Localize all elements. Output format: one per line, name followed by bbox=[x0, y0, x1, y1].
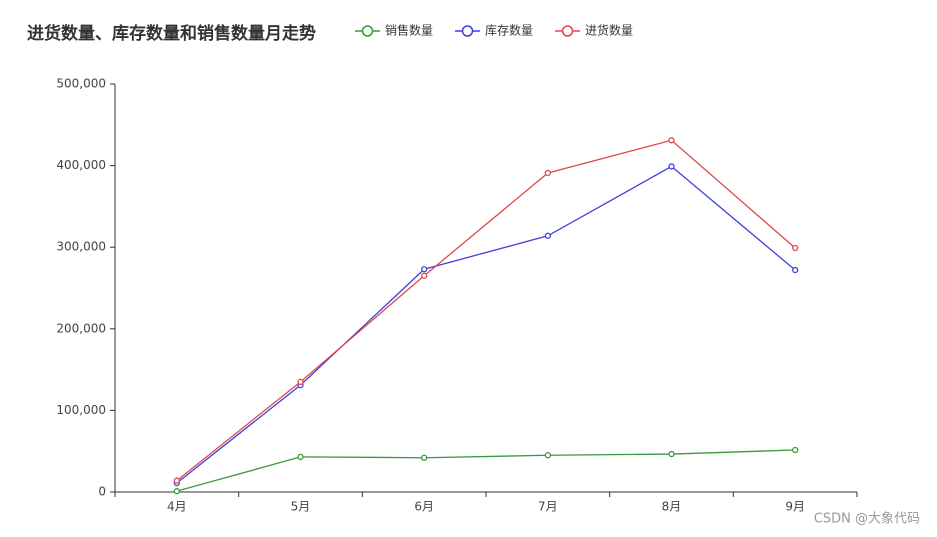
legend-label: 库存数量 bbox=[485, 23, 533, 38]
x-tick-label: 6月 bbox=[414, 500, 434, 514]
x-tick-label: 5月 bbox=[291, 500, 311, 514]
data-point bbox=[297, 453, 304, 461]
x-tick-label: 9月 bbox=[785, 500, 805, 514]
data-point bbox=[668, 450, 675, 458]
x-tick-label: 8月 bbox=[662, 500, 682, 514]
data-point bbox=[792, 244, 799, 252]
data-point bbox=[421, 454, 428, 461]
y-tick-label: 200,000 bbox=[56, 321, 106, 335]
data-point bbox=[421, 266, 428, 273]
data-point bbox=[297, 378, 304, 385]
data-point bbox=[544, 169, 551, 177]
data-point bbox=[668, 163, 675, 170]
chart-title: 进货数量、库存数量和销售数量月走势 bbox=[27, 23, 316, 44]
legend-marker bbox=[461, 25, 474, 37]
y-tick-label: 300,000 bbox=[56, 240, 106, 254]
legend-label: 进货数量 bbox=[585, 23, 633, 38]
series-line bbox=[176, 165, 796, 484]
series-line bbox=[176, 449, 796, 492]
data-point bbox=[792, 266, 799, 274]
data-point bbox=[544, 452, 551, 459]
legend-marker bbox=[361, 25, 374, 37]
y-tick-label: 100,000 bbox=[56, 403, 106, 417]
legend-marker bbox=[561, 25, 574, 37]
data-point bbox=[421, 272, 428, 279]
legend-label: 销售数量 bbox=[385, 23, 433, 38]
series-line bbox=[176, 139, 796, 482]
x-tick-label: 4月 bbox=[167, 500, 187, 514]
x-tick-label: 7月 bbox=[538, 500, 558, 514]
y-tick-label: 0 bbox=[98, 485, 106, 499]
data-point bbox=[544, 232, 551, 239]
watermark: CSDN @大象代码 bbox=[814, 512, 920, 527]
data-point bbox=[173, 488, 180, 495]
y-tick-label: 400,000 bbox=[56, 158, 106, 172]
data-point bbox=[668, 137, 675, 144]
y-tick-label: 500,000 bbox=[56, 77, 106, 91]
data-point bbox=[173, 477, 180, 484]
data-point bbox=[792, 446, 799, 454]
